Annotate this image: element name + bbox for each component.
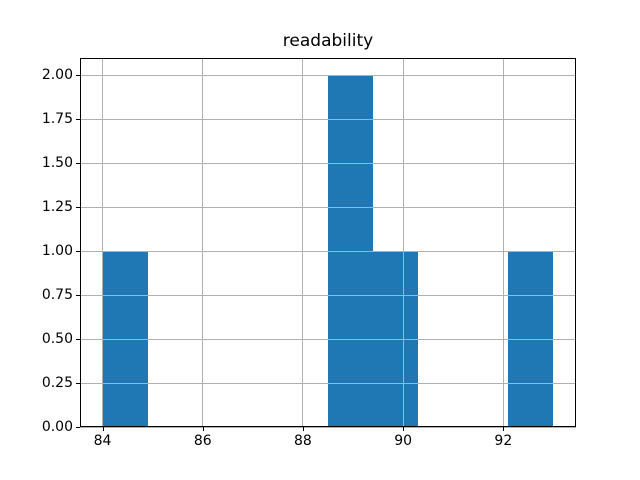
x-tick-mark <box>302 427 304 432</box>
y-tick-label: 0.00 <box>41 419 73 436</box>
y-tick-label: 2.00 <box>41 67 73 84</box>
x-tick-label: 88 <box>294 433 312 450</box>
y-tick-mark <box>76 294 80 296</box>
x-tick-mark <box>102 427 104 432</box>
y-gridline <box>80 162 576 164</box>
y-gridline <box>80 382 576 384</box>
y-tick-mark <box>76 206 80 208</box>
y-tick-mark <box>76 382 80 384</box>
y-tick-label: 1.00 <box>41 243 73 260</box>
x-tick-label: 84 <box>93 433 112 450</box>
y-gridline <box>80 250 576 252</box>
y-tick-label: 0.75 <box>41 287 73 304</box>
x-gridline <box>202 57 204 428</box>
y-tick-mark <box>76 74 80 76</box>
y-tick-label: 1.75 <box>41 111 73 128</box>
y-tick-label: 0.50 <box>41 331 73 348</box>
x-tick-label: 86 <box>193 433 212 450</box>
y-tick-mark <box>76 118 80 120</box>
x-gridline <box>302 57 304 428</box>
y-tick-mark <box>76 162 80 164</box>
y-tick-mark <box>76 250 80 252</box>
x-gridline <box>102 57 104 428</box>
y-gridline <box>80 294 576 296</box>
y-tick-mark <box>76 426 80 428</box>
y-gridline <box>80 426 576 428</box>
x-tick-mark <box>202 427 204 432</box>
y-gridline <box>80 206 576 208</box>
y-gridline <box>80 338 576 340</box>
plot-area <box>80 57 576 428</box>
x-tick-label: 90 <box>394 433 413 450</box>
y-tick-mark <box>76 338 80 340</box>
x-tick-mark <box>503 427 505 432</box>
y-gridline <box>80 118 576 120</box>
plot-border <box>80 57 576 428</box>
x-gridline <box>402 57 404 428</box>
x-tick-mark <box>403 427 405 432</box>
y-tick-label: 0.25 <box>41 375 73 392</box>
chart-title: readability <box>282 31 374 51</box>
y-gridline <box>80 74 576 76</box>
x-tick-label: 92 <box>494 433 513 450</box>
x-gridline <box>502 57 504 428</box>
y-tick-label: 1.50 <box>41 155 73 172</box>
y-tick-label: 1.25 <box>41 199 73 216</box>
